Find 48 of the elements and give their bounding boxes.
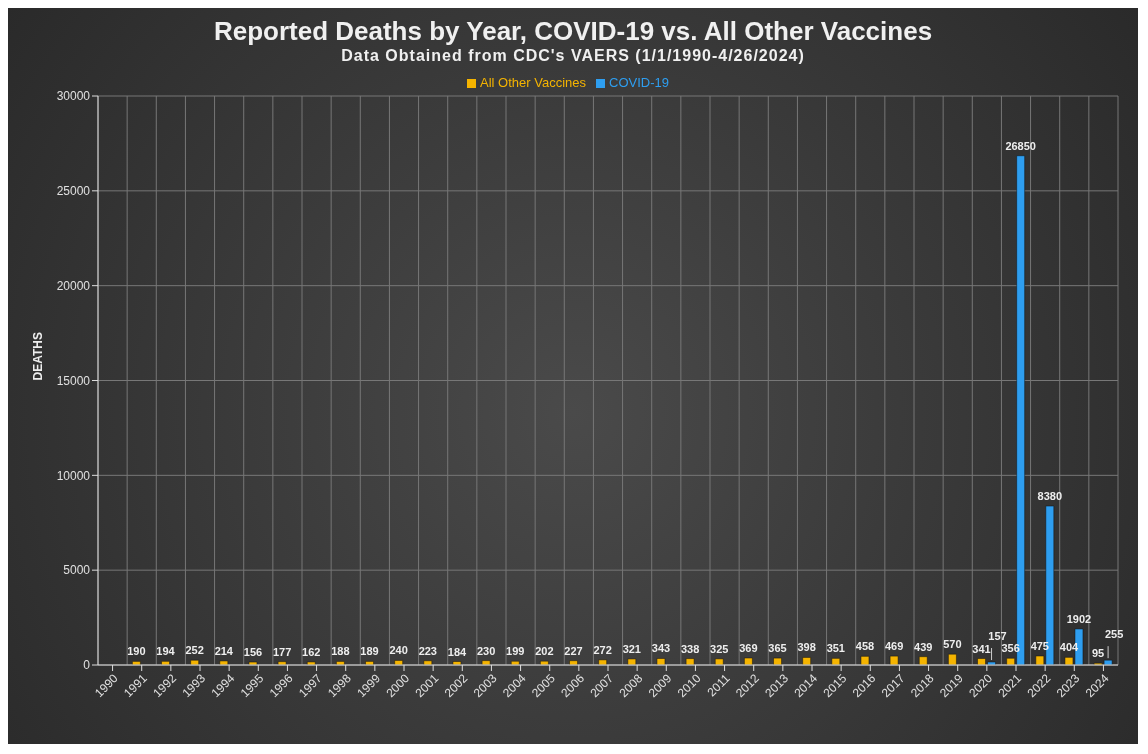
data-label: 177 (272, 645, 292, 658)
data-label: 469 (884, 640, 904, 653)
data-label: 184 (447, 645, 468, 658)
data-label: 26850 (1005, 139, 1036, 152)
data-label: 230 (476, 644, 496, 657)
data-label: 351 (826, 642, 845, 655)
chart-subtitle: Data Obtained from CDC's VAERS (1/1/1990-4/26/2024) (340, 47, 806, 65)
data-label: 156 (243, 646, 263, 659)
data-label: 338 (680, 642, 700, 655)
data-label: 369 (739, 642, 758, 654)
data-label: 202 (535, 645, 554, 658)
data-label: 1902 (1066, 612, 1092, 625)
data-label: 341 (972, 642, 991, 655)
data-label: 162 (302, 645, 321, 658)
data-label: 240 (389, 644, 408, 657)
data-label: 227 (564, 644, 583, 657)
data-label: 188 (331, 645, 350, 658)
y-tick-label: 0 (83, 658, 91, 673)
data-label: 214 (214, 644, 234, 657)
legend-label: All Other Vaccines (480, 75, 586, 90)
data-label: 255 (1104, 628, 1124, 641)
data-label: 439 (914, 640, 933, 653)
y-tick-label: 25000 (56, 184, 91, 199)
y-tick-label: 15000 (56, 373, 91, 388)
y-tick-label: 5000 (63, 563, 91, 578)
data-label: 95 (1091, 647, 1105, 660)
data-label: 223 (418, 644, 437, 657)
data-label: 190 (127, 645, 146, 658)
chart-title: Reported Deaths by Year, COVID-19 vs. All Other Vaccines (212, 16, 934, 47)
data-label: 321 (622, 642, 641, 655)
data-label: 272 (593, 643, 612, 656)
data-label: 570 (943, 638, 962, 651)
data-label: 398 (797, 641, 816, 654)
data-label: 252 (185, 644, 204, 657)
data-label: 325 (710, 642, 729, 655)
y-axis-title: DEATHS (31, 332, 46, 381)
data-label: 199 (506, 645, 525, 658)
data-label: 8380 (1037, 490, 1063, 503)
y-tick-label: 30000 (56, 89, 91, 104)
data-label: 365 (768, 642, 787, 655)
data-label: 458 (855, 640, 875, 653)
data-label: 343 (651, 642, 671, 655)
legend-label: COVID-19 (609, 75, 669, 90)
y-tick-label: 10000 (56, 468, 91, 483)
data-label: 194 (156, 645, 176, 658)
y-tick-label: 20000 (56, 278, 91, 293)
data-label: 189 (360, 645, 379, 658)
data-label: 157 (988, 630, 1007, 643)
